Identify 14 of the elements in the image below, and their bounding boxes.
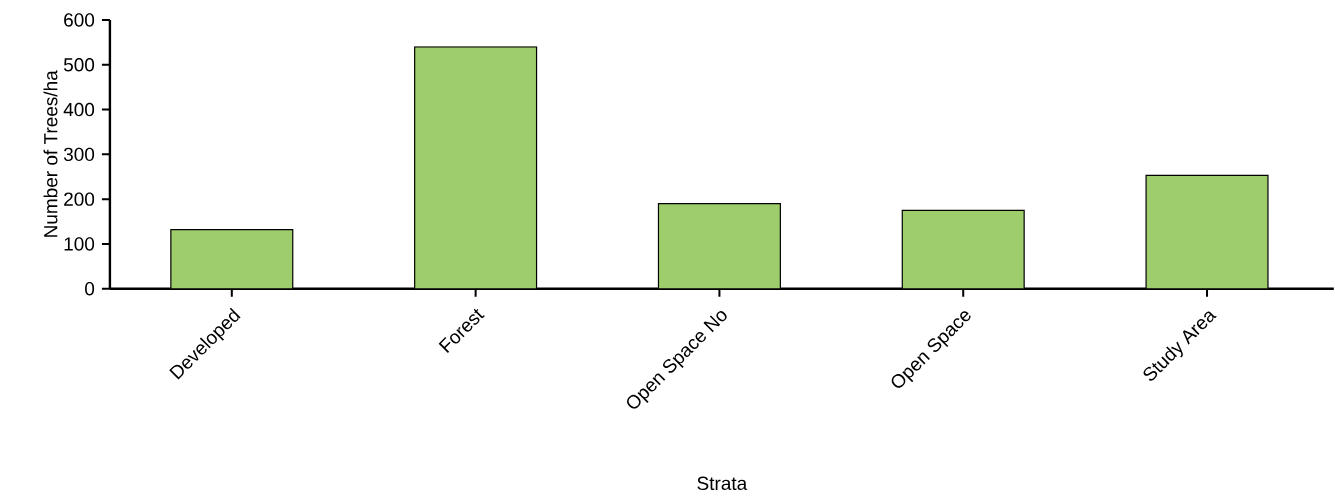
x-axis-title: Strata [697,476,748,491]
bar [657,203,781,289]
bar [901,209,1025,289]
bar [1145,175,1269,289]
bar [170,229,294,289]
y-tick-label: 100 [64,237,95,251]
y-tick-label: 600 [64,13,95,27]
y-tick-label: 200 [64,192,95,207]
y-tick-label: 500 [63,58,95,72]
bar [414,46,538,289]
y-tick-label: 0 [85,282,95,296]
y-axis-title: Number of Trees/ha [43,70,58,238]
y-tick-label: 300 [63,147,95,162]
y-tick-label: 400 [63,103,95,117]
